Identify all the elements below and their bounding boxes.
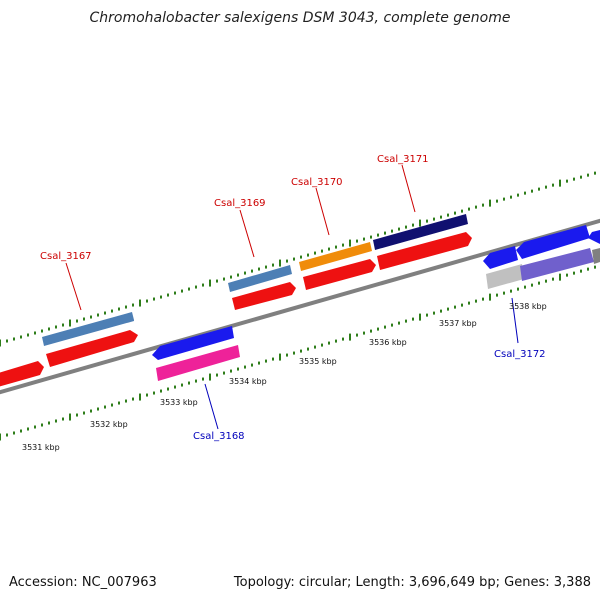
scale-label-3532: 3532 kbp: [90, 420, 128, 429]
scale-label-3538: 3538 kbp: [509, 302, 547, 311]
gene-csal-3172-blue-a[interactable]: [483, 246, 518, 269]
gene-label-csal-3172: Csal_3172: [494, 349, 546, 360]
gene-label-csal-3170: Csal_3170: [291, 177, 343, 188]
gene-blue-edge[interactable]: [588, 230, 600, 244]
leader-csal-3169: [239, 209, 255, 258]
map-title: Chromohalobacter salexigens DSM 3043, co…: [89, 10, 511, 26]
accession-text: Accession: NC_007963: [9, 575, 157, 590]
genome-summary-text: Topology: circular; Length: 3,696,649 bp…: [233, 575, 591, 590]
gene-csal-3170-outer[interactable]: [299, 242, 372, 271]
gene-csal-3168-pink[interactable]: [156, 345, 240, 381]
gene-label-csal-3168: Csal_3168: [193, 431, 245, 442]
gene-label-csal-3171: Csal_3171: [377, 154, 429, 165]
leader-csal-3168: [204, 383, 219, 430]
scale-label-3536: 3536 kbp: [369, 338, 407, 347]
gene-label-csal-3169: Csal_3169: [214, 198, 266, 209]
leader-csal-3170: [315, 187, 330, 236]
gene-csal-3169-inner[interactable]: [232, 282, 296, 310]
gene-red-arrow-1[interactable]: [0, 361, 44, 387]
gene-csal-3169-outer[interactable]: [228, 265, 292, 292]
scale-label-3531: 3531 kbp: [22, 443, 60, 452]
gene-label-csal-3167: Csal_3167: [40, 251, 92, 262]
lower-tick-track: [0, 265, 596, 441]
scale-label-3534: 3534 kbp: [229, 377, 267, 386]
gene-gray-edge[interactable]: [592, 248, 600, 264]
gene-csal-3168-blue[interactable]: [152, 326, 234, 360]
gene-csal-3172-purple[interactable]: [520, 248, 594, 281]
gene-csal-3167-outer[interactable]: [42, 312, 134, 346]
gene-csal-3171-outer[interactable]: [373, 214, 468, 250]
gene-csal-3172-blue-b[interactable]: [516, 225, 590, 259]
leader-csal-3171: [401, 164, 416, 213]
scale-label-3533: 3533 kbp: [160, 398, 198, 407]
genome-backbone: [0, 218, 600, 395]
gene-csal-3170-inner[interactable]: [303, 259, 376, 290]
gene-csal-3171-inner[interactable]: [377, 232, 472, 270]
gene-csal-3167-inner[interactable]: [46, 330, 138, 367]
scale-label-3537: 3537 kbp: [439, 319, 477, 328]
leader-csal-3172: [511, 297, 519, 344]
scale-label-3535: 3535 kbp: [299, 357, 337, 366]
gene-csal-3172-gray[interactable]: [486, 264, 524, 289]
leader-csal-3167: [65, 262, 82, 311]
upper-tick-track: [0, 171, 596, 347]
